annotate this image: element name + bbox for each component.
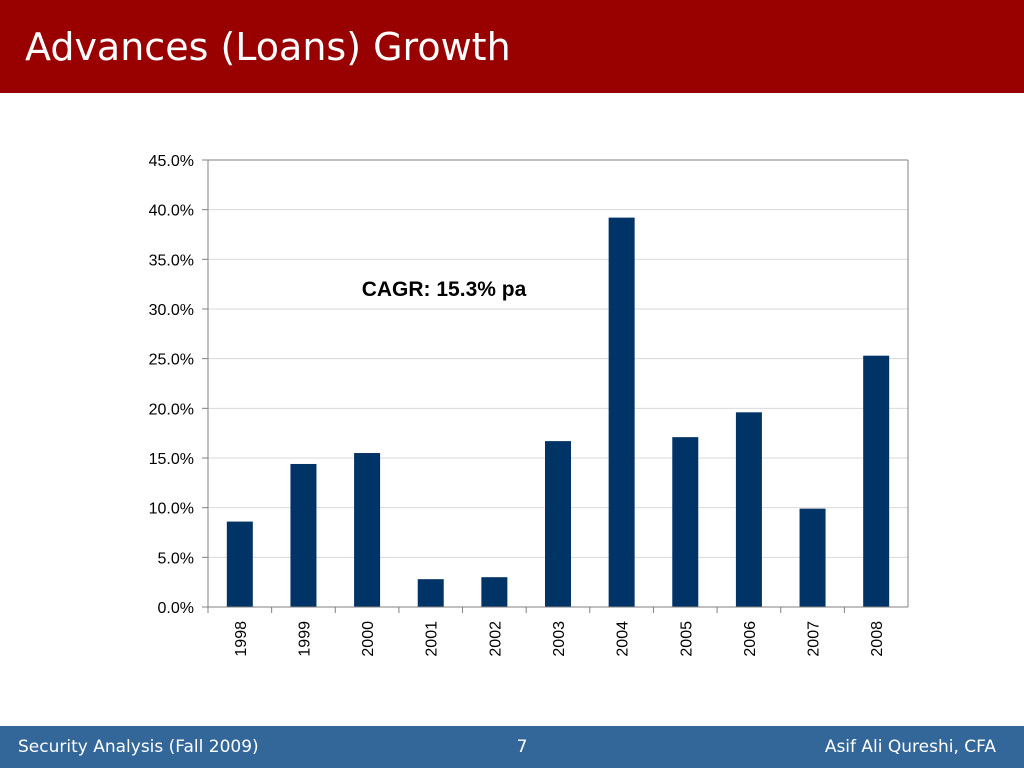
bar-chart: 0.0% 5.0% 10.0% 15.0% 20.0% 25.0% 30.0% 35.0% 40… [149, 153, 909, 657]
cagr-annotation: CAGR: 15.3% pa [362, 278, 527, 301]
bar [863, 355, 890, 607]
bar [290, 463, 317, 607]
slide-title: Advances (Loans) Growth [25, 25, 511, 69]
bar [735, 412, 762, 607]
y-tick-label: 30.0% [149, 302, 194, 319]
x-tick-label: 2007 [806, 621, 823, 657]
x-tick-label: 2008 [869, 621, 886, 657]
bar [608, 217, 635, 607]
axes [202, 159, 909, 613]
x-tick-label: 2006 [742, 621, 759, 657]
y-tick-label: 20.0% [149, 401, 194, 418]
bar [545, 441, 571, 607]
author-name: Asif Ali Qureshi, CFA [824, 737, 996, 757]
x-tick-label: 2002 [487, 621, 504, 657]
x-tick-label: 1999 [296, 621, 313, 657]
page-number: 7 [516, 737, 528, 757]
y-tick-labels: 0.0% 5.0% 10.0% 15.0% 20.0% 25.0% 30.0% 35.0% 40… [149, 153, 194, 617]
y-tick-label: 15.0% [149, 451, 194, 468]
bar [672, 437, 699, 607]
title-band: Advances (Loans) Growth [0, 0, 1024, 93]
bar [417, 579, 444, 607]
x-tick-label: 2003 [551, 621, 568, 657]
bar [354, 453, 381, 607]
x-tick-labels: 1998 1999 2000 2001 2002 2003 2004 2005 2006 2007… [233, 621, 886, 657]
y-tick-label: 0.0% [158, 600, 194, 617]
x-tick-label: 2001 [424, 621, 441, 657]
y-tick-label: 10.0% [149, 501, 194, 518]
bar [226, 521, 253, 607]
bars [226, 217, 890, 607]
x-tick-label: 2005 [678, 621, 695, 657]
y-tick-label: 5.0% [158, 550, 194, 567]
footer-band: Security Analysis (Fall 2009) 7 Asif Ali… [0, 726, 1024, 768]
bar [481, 577, 508, 607]
y-tick-label: 40.0% [149, 203, 194, 220]
course-name: Security Analysis (Fall 2009) [18, 737, 259, 757]
y-tick-label: 35.0% [149, 252, 194, 269]
bar [799, 508, 826, 607]
y-tick-label: 45.0% [149, 153, 194, 170]
chart-area: 0.0% 5.0% 10.0% 15.0% 20.0% 25.0% 30.0% 35.0% 40… [0, 93, 1024, 723]
x-tick-label: 2004 [615, 621, 632, 657]
x-tick-label: 1998 [233, 621, 250, 657]
x-tick-label: 2000 [360, 621, 377, 657]
y-tick-label: 25.0% [149, 352, 194, 369]
